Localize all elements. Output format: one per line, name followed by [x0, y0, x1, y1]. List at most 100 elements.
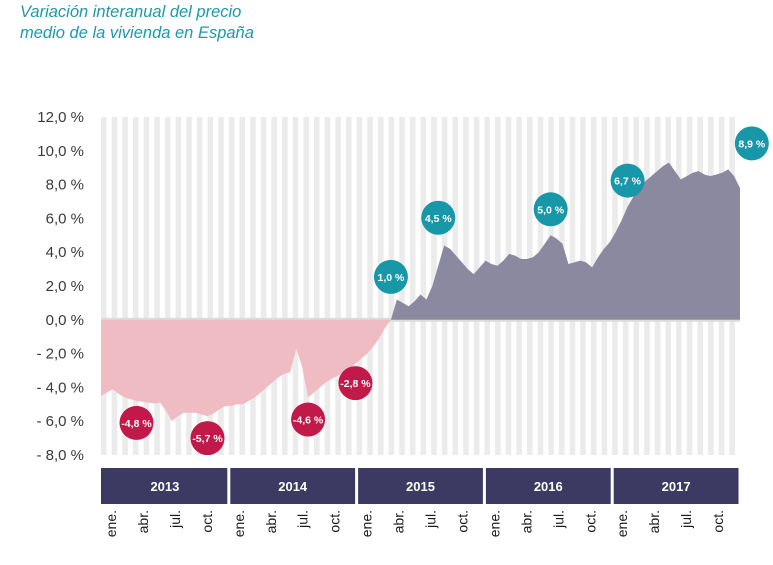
y-tick-label: 4,0 % — [46, 244, 84, 261]
badge-label: -2,8 % — [340, 378, 371, 390]
month-axis: ene. abr. jul. oct. ene. abr. jul. oct. ene. abr.… — [103, 510, 726, 537]
chart-title-line-2: medio de la vivienda en España — [20, 24, 254, 42]
badge-label: 4,5 % — [425, 213, 453, 225]
month-label: oct. — [582, 510, 598, 533]
month-label: jul. — [167, 510, 183, 529]
negative-area — [101, 319, 740, 422]
month-label: abr. — [135, 510, 151, 533]
stripe — [303, 117, 309, 455]
month-label: oct. — [327, 510, 343, 533]
year-bar — [230, 468, 356, 504]
y-tick-label: - 8,0 % — [36, 447, 84, 464]
stripe — [324, 117, 331, 455]
value-badge: -4,6 % — [291, 402, 326, 437]
month-label: jul. — [678, 510, 694, 529]
y-axis: 12,0 % 10,0 % 8,0 % 6,0 % 4,0 % 2,0 % 0,0 % - 2… — [36, 109, 84, 464]
stripe — [260, 117, 267, 455]
stripe — [228, 117, 235, 455]
stripe — [367, 117, 373, 455]
badge-circle — [338, 366, 373, 401]
month-label: jul. — [423, 510, 439, 529]
badge-circle — [190, 421, 225, 456]
y-tick-label: - 2,0 % — [36, 346, 84, 363]
y-tick-label: 10,0 % — [37, 143, 84, 160]
badge-label: -4,8 % — [121, 418, 152, 430]
year-label: 2016 — [534, 479, 563, 494]
badge-circle — [421, 200, 456, 235]
y-tick-label: 0,0 % — [46, 312, 84, 329]
stripe — [218, 117, 224, 455]
stripe — [186, 117, 192, 455]
year-label: 2013 — [150, 479, 179, 494]
value-badge: 4,5 % — [421, 200, 456, 235]
stripe — [314, 117, 320, 455]
y-tick-label: 6,0 % — [46, 210, 84, 227]
badge-label: -5,7 % — [192, 433, 223, 445]
year-label: 2015 — [406, 479, 435, 494]
badge-circle — [373, 259, 408, 294]
month-label: abr. — [518, 510, 534, 533]
stripe — [101, 117, 107, 455]
badge-label: 1,0 % — [377, 272, 405, 284]
stripe — [409, 117, 416, 455]
month-label: ene. — [103, 510, 119, 537]
y-tick-label: 8,0 % — [46, 177, 84, 194]
value-badge: 1,0 % — [373, 259, 408, 294]
value-badge: -5,7 % — [190, 421, 225, 456]
value-badge: 8,9 % — [734, 126, 769, 161]
value-annotations: -4,8 % -5,7 % -4,6 % -2,8 % 1,0 % 4,5 % 5,0 % 6… — [119, 126, 769, 456]
value-badge: 6,7 % — [610, 163, 645, 198]
positive-area — [101, 162, 740, 320]
value-badge: -4,8 % — [119, 405, 154, 440]
y-tick-label: 2,0 % — [46, 278, 84, 295]
month-label: oct. — [454, 510, 470, 533]
area-series — [101, 162, 740, 422]
stripe — [335, 117, 341, 455]
stripe — [143, 117, 150, 455]
stripe — [356, 117, 363, 455]
stripe — [164, 117, 171, 455]
value-badge: -2,8 % — [338, 366, 373, 401]
stripe — [154, 117, 160, 455]
year-label: 2014 — [278, 479, 308, 494]
month-label: ene. — [614, 510, 630, 537]
badge-circle — [291, 402, 326, 437]
month-label: jul. — [295, 510, 311, 529]
chart-title-line-1: Variación interanual del precio — [20, 3, 242, 21]
year-bar — [485, 468, 611, 504]
month-label: jul. — [550, 510, 566, 529]
chart-title: Variación interanual del precio medio de… — [20, 2, 254, 44]
stripe — [345, 117, 352, 455]
stripe — [196, 117, 203, 455]
badge-circle — [734, 126, 769, 161]
badge-circle — [533, 192, 568, 227]
value-badge: 5,0 % — [533, 192, 568, 227]
stripe — [175, 117, 182, 455]
badge-label: 8,9 % — [738, 138, 766, 150]
stripe — [292, 117, 299, 455]
stripe — [132, 117, 139, 455]
month-label: ene. — [486, 510, 502, 537]
badge-label: 6,7 % — [614, 176, 642, 188]
month-label: oct. — [710, 510, 726, 533]
y-tick-label: - 6,0 % — [36, 413, 84, 430]
year-bar — [101, 468, 228, 504]
stripe — [271, 117, 277, 455]
stripe — [239, 117, 246, 455]
badge-label: 5,0 % — [537, 204, 565, 216]
badge-label: -4,6 % — [293, 415, 324, 427]
stripe — [122, 117, 128, 455]
month-label: oct. — [199, 510, 215, 533]
month-label: ene. — [359, 510, 375, 537]
stripe — [282, 117, 288, 455]
y-tick-label: - 4,0 % — [36, 379, 84, 396]
year-bar — [613, 468, 739, 504]
badge-circle — [119, 405, 154, 440]
year-bars: 2013 2014 2015 2016 2017 — [101, 468, 739, 504]
month-label: ene. — [231, 510, 247, 537]
stripe — [207, 117, 214, 455]
month-label: abr. — [263, 510, 279, 533]
month-label: abr. — [646, 510, 662, 533]
stripe — [250, 117, 256, 455]
